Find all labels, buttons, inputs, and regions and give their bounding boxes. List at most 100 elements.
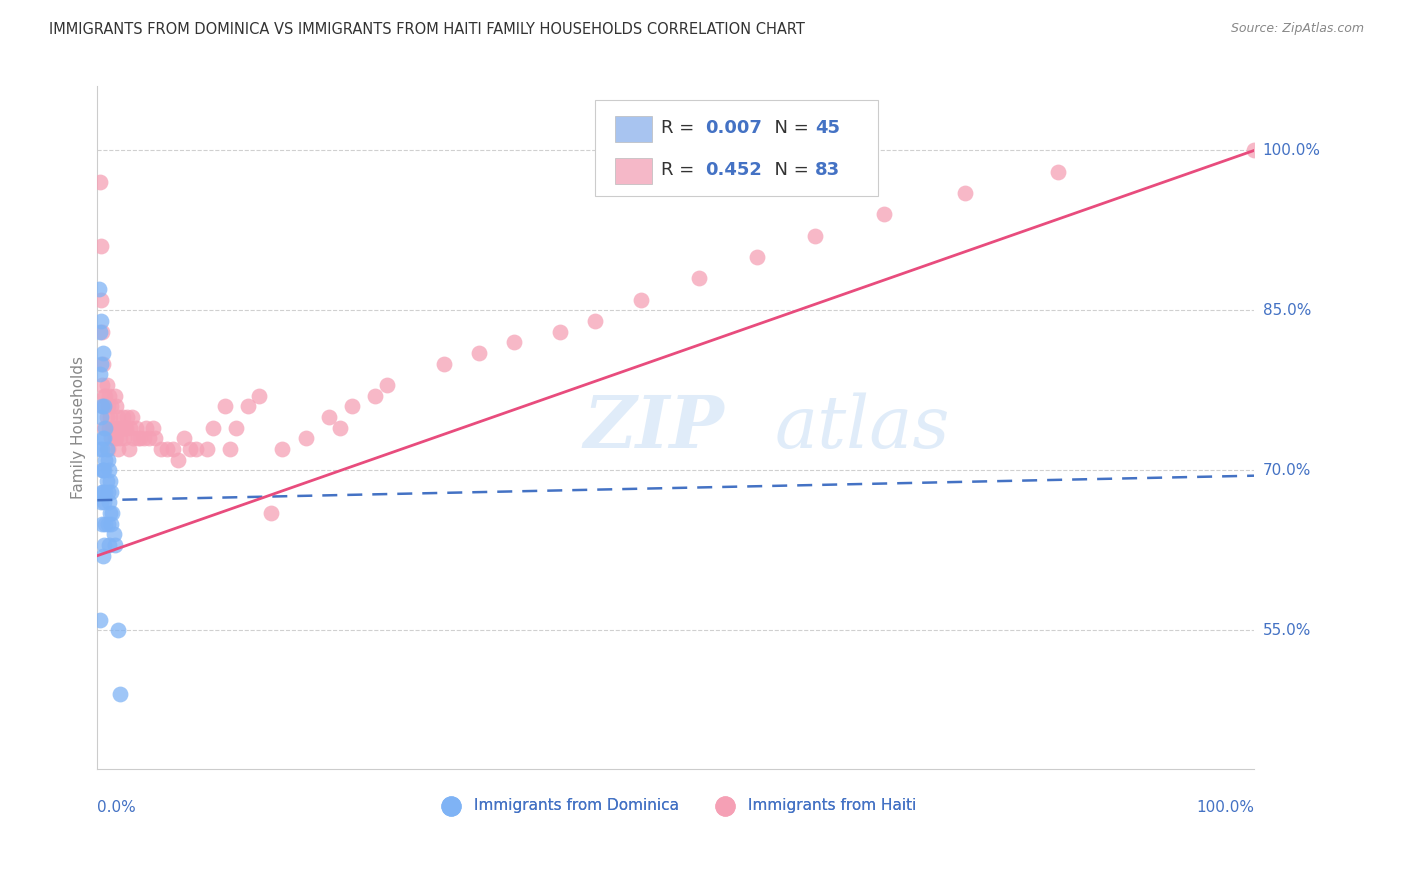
Point — [803, 228, 825, 243]
Text: 0.452: 0.452 — [704, 161, 762, 179]
Point — [94, 452, 117, 467]
Point — [100, 516, 122, 531]
Point — [96, 410, 118, 425]
Point — [103, 527, 125, 541]
Point — [90, 495, 112, 509]
Text: 100.0%: 100.0% — [1263, 143, 1320, 158]
Point — [104, 389, 127, 403]
Point — [98, 506, 121, 520]
Point — [93, 538, 115, 552]
Point — [104, 431, 127, 445]
Point — [89, 613, 111, 627]
Legend: Immigrants from Dominica, Immigrants from Haiti: Immigrants from Dominica, Immigrants fro… — [430, 792, 922, 820]
Point — [89, 442, 111, 456]
Point — [107, 410, 129, 425]
Point — [115, 420, 138, 434]
Point — [142, 420, 165, 434]
Point — [162, 442, 184, 456]
Point — [91, 484, 114, 499]
Point — [94, 484, 117, 499]
Point — [91, 484, 114, 499]
Point — [91, 516, 114, 531]
Point — [91, 357, 114, 371]
Point — [91, 325, 114, 339]
Text: 45: 45 — [814, 120, 839, 137]
Point — [433, 357, 456, 371]
Text: N =: N = — [762, 120, 814, 137]
Point — [143, 431, 166, 445]
Point — [107, 442, 129, 456]
FancyBboxPatch shape — [595, 100, 879, 195]
Point — [91, 442, 114, 456]
Point — [121, 410, 143, 425]
Text: R =: R = — [661, 120, 700, 137]
Point — [688, 271, 710, 285]
Point — [97, 495, 120, 509]
Point — [96, 442, 118, 456]
Point — [96, 378, 118, 392]
Point — [89, 175, 111, 189]
FancyBboxPatch shape — [614, 116, 651, 142]
Point — [94, 389, 117, 403]
Point — [236, 400, 259, 414]
Point — [156, 442, 179, 456]
Point — [149, 442, 172, 456]
Point — [1243, 144, 1265, 158]
Point — [124, 420, 146, 434]
Point — [105, 420, 128, 434]
Point — [97, 516, 120, 531]
Point — [122, 431, 145, 445]
Point — [583, 314, 606, 328]
Point — [129, 431, 152, 445]
Point — [104, 400, 127, 414]
Point — [112, 431, 135, 445]
Point — [93, 495, 115, 509]
Point — [127, 431, 149, 445]
Point — [90, 239, 112, 253]
Point — [548, 325, 571, 339]
Point — [93, 389, 115, 403]
Point — [100, 431, 122, 445]
Point — [97, 389, 120, 403]
Point — [173, 431, 195, 445]
Point — [89, 368, 111, 382]
Text: IMMIGRANTS FROM DOMINICA VS IMMIGRANTS FROM HAITI FAMILY HOUSEHOLDS CORRELATION : IMMIGRANTS FROM DOMINICA VS IMMIGRANTS F… — [49, 22, 806, 37]
Point — [107, 624, 129, 638]
Point — [873, 207, 896, 221]
Point — [110, 687, 132, 701]
Point — [630, 293, 652, 307]
Text: ZIP: ZIP — [583, 392, 724, 463]
Point — [91, 346, 114, 360]
Point — [179, 442, 201, 456]
Point — [100, 400, 122, 414]
Point — [98, 410, 121, 425]
Point — [364, 389, 387, 403]
Point — [117, 442, 139, 456]
Point — [745, 250, 768, 264]
FancyBboxPatch shape — [614, 158, 651, 184]
Text: 55.0%: 55.0% — [1263, 623, 1310, 638]
Point — [97, 452, 120, 467]
Point — [93, 463, 115, 477]
Point — [184, 442, 207, 456]
Point — [219, 442, 242, 456]
Point — [108, 420, 131, 434]
Point — [91, 463, 114, 477]
Point — [247, 389, 270, 403]
Point — [104, 431, 127, 445]
Point — [100, 484, 122, 499]
Text: 83: 83 — [814, 161, 839, 179]
Point — [114, 420, 136, 434]
Point — [97, 400, 120, 414]
Point — [101, 506, 124, 520]
Point — [202, 420, 225, 434]
Point — [97, 442, 120, 456]
Point — [91, 463, 114, 477]
Point — [271, 442, 294, 456]
Point — [90, 410, 112, 425]
Point — [97, 420, 120, 434]
Point — [502, 335, 524, 350]
Point — [97, 538, 120, 552]
Point — [91, 431, 114, 445]
Point — [97, 484, 120, 499]
